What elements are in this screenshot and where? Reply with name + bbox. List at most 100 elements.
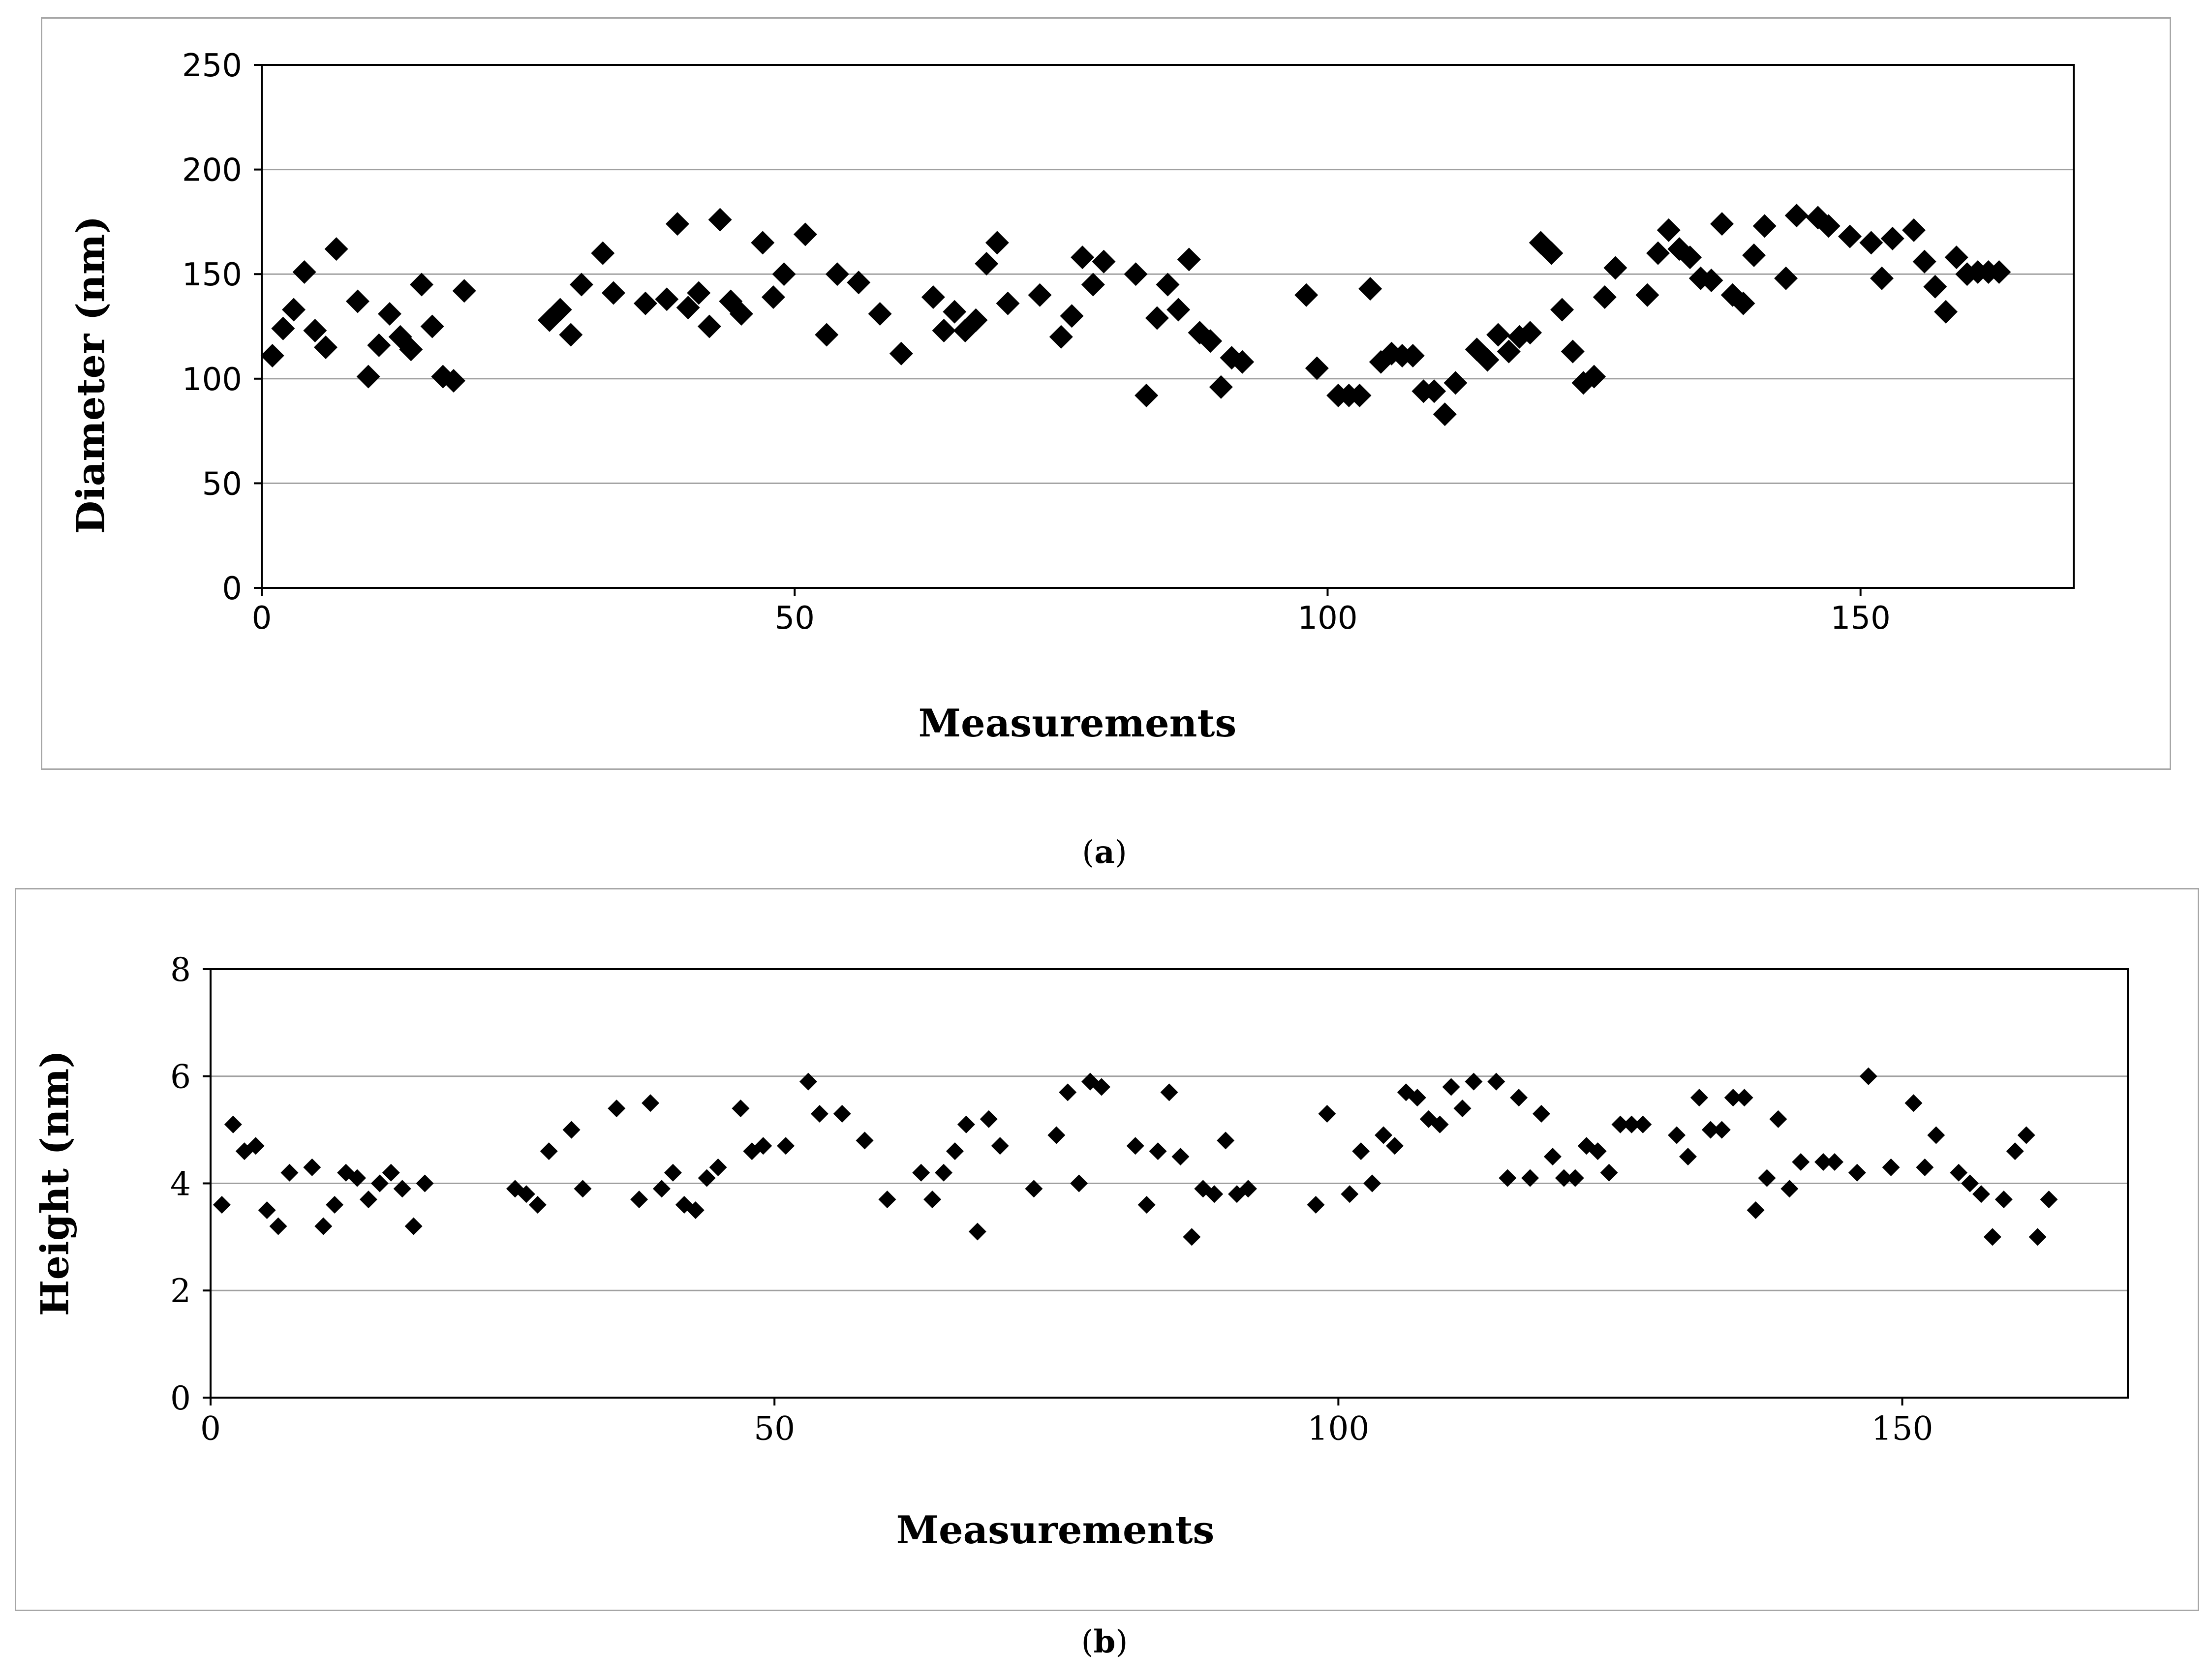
chart-b-point — [935, 1163, 953, 1182]
chart-b-point — [698, 1169, 716, 1187]
chart-a-point — [1816, 214, 1841, 238]
chart-b-point — [1994, 1191, 2013, 1209]
chart-b-point — [991, 1137, 1009, 1155]
chart-b-point — [1543, 1148, 1562, 1166]
chart-b-point — [359, 1191, 377, 1209]
chart-b-point — [393, 1180, 411, 1198]
chart-b-point — [280, 1163, 299, 1182]
chart-b-xlabel: Measurements — [896, 1508, 1215, 1553]
caption-a-close: ) — [1114, 834, 1127, 871]
chart-a-point — [676, 296, 700, 320]
chart-b-point — [1780, 1180, 1799, 1198]
chart-a-point — [260, 344, 284, 368]
chart-a-point — [687, 281, 711, 305]
chart-a-point — [1124, 262, 1148, 286]
chart-a-point — [1209, 375, 1233, 399]
chart-a-point — [1177, 247, 1201, 272]
chart-b-point — [833, 1104, 851, 1123]
chart-a-point — [1486, 323, 1510, 347]
chart-b-point — [1882, 1158, 1900, 1176]
chart-a-point — [1731, 291, 1755, 315]
chart-a-point — [1870, 266, 1894, 290]
chart-b-point — [1634, 1115, 1652, 1133]
chart-a-point — [1358, 276, 1382, 301]
chart-a-point — [1678, 245, 1702, 270]
chart-a-point — [1230, 350, 1255, 374]
chart-b-point — [2006, 1142, 2024, 1161]
chart-a-point — [1635, 283, 1659, 307]
chart-b-point — [224, 1115, 242, 1133]
chart-a-point — [1561, 339, 1585, 364]
chart-b-point — [1848, 1163, 1866, 1182]
chart-b-point — [1600, 1163, 1618, 1182]
chart-b-point — [528, 1196, 547, 1214]
chart-a-point — [1657, 218, 1681, 242]
chart-b-point — [1916, 1158, 1934, 1176]
chart-a-point — [1433, 402, 1457, 427]
chart-b-point — [1859, 1067, 1877, 1085]
chart-a-point — [377, 302, 401, 326]
chart-b-point — [1972, 1185, 1990, 1203]
chart-b-point — [1589, 1142, 1607, 1161]
chart-b-point — [303, 1158, 321, 1176]
chart-a-point — [1049, 325, 1073, 349]
chart-a-point — [559, 323, 583, 347]
chart-a-point — [1582, 365, 1606, 389]
chart-b-point — [1171, 1148, 1190, 1166]
chart-b-point — [856, 1131, 874, 1150]
chart-a-point — [964, 308, 988, 332]
chart-b-point — [1532, 1104, 1550, 1123]
chart-b-point — [1137, 1196, 1156, 1214]
chart-b-point — [878, 1191, 896, 1209]
chart-a-point — [772, 262, 796, 286]
chart-b-point — [382, 1163, 400, 1182]
chart-a-point — [1348, 383, 1372, 407]
chart-b-ytick-label: 0 — [170, 1379, 191, 1417]
caption-a-letter: a — [1094, 834, 1115, 871]
chart-a-point — [1028, 283, 1052, 307]
chart-a-point — [921, 285, 945, 309]
chart-a-point — [313, 336, 337, 360]
chart-a-point — [601, 281, 625, 305]
chart-b-point — [1059, 1083, 1077, 1101]
chart-b-point — [1961, 1174, 1979, 1192]
chart-a-point — [292, 260, 316, 284]
chart-a-point — [1497, 339, 1521, 364]
chart-b-point — [1487, 1072, 1505, 1091]
chart-a-point — [996, 291, 1020, 315]
chart-a-xtick-label: 100 — [1297, 600, 1357, 637]
chart-a-point — [1699, 268, 1723, 292]
chart-a-point — [1401, 344, 1425, 368]
chart-a-point — [1305, 356, 1329, 380]
chart-b-point — [213, 1196, 231, 1214]
chart-a-point — [1539, 241, 1564, 265]
chart-b-point — [258, 1201, 276, 1219]
caption-a-open: ( — [1082, 834, 1095, 871]
chart-b-point — [1690, 1089, 1708, 1107]
chart-a-xtick-label: 50 — [775, 600, 815, 637]
chart-b-point — [1047, 1126, 1066, 1144]
chart-a-point — [889, 341, 913, 366]
chart-b-point — [574, 1180, 592, 1198]
chart-a-point — [367, 333, 391, 357]
chart-b-point — [1363, 1174, 1381, 1192]
chart-b-point — [1950, 1163, 1968, 1182]
chart-b-point — [1623, 1115, 1641, 1133]
chart-b-point — [1566, 1169, 1584, 1187]
chart-b-frame — [15, 888, 2199, 1611]
chart-b-point — [1092, 1078, 1110, 1096]
chart-b-point — [2040, 1191, 2058, 1209]
chart-a-point — [399, 337, 423, 362]
chart-a-ytick-label: 150 — [182, 257, 242, 293]
chart-b-point — [562, 1121, 581, 1139]
chart-b-point — [2028, 1228, 2047, 1246]
chart-b-point — [1341, 1185, 1359, 1203]
chart-a-point — [1912, 249, 1936, 274]
caption-b: (b) — [1081, 1623, 1128, 1660]
chart-b-point — [1183, 1228, 1201, 1246]
chart-b-point — [1160, 1083, 1178, 1101]
chart-a-point — [420, 314, 444, 338]
chart-b-point — [957, 1115, 975, 1133]
chart-b-point — [1025, 1180, 1043, 1198]
